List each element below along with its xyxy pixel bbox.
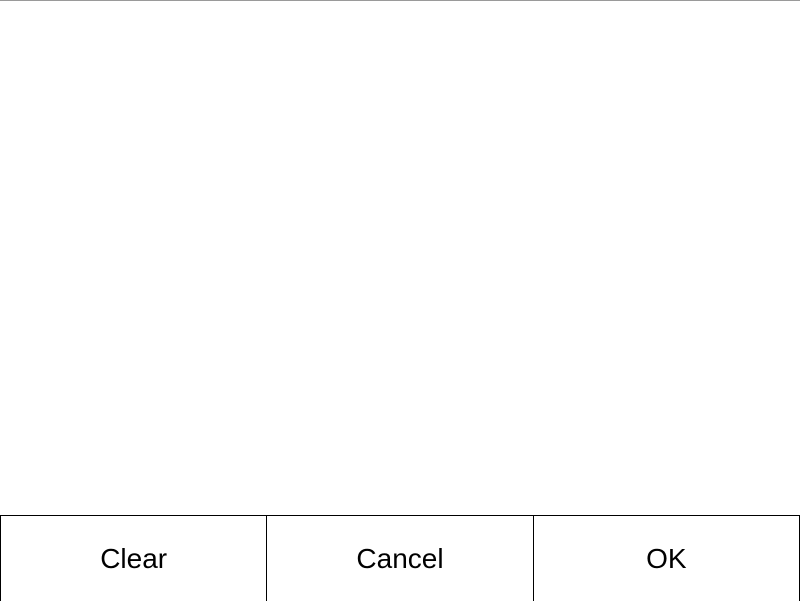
- top-divider: [0, 0, 800, 1]
- ok-button[interactable]: OK: [532, 516, 800, 601]
- clear-button[interactable]: Clear: [0, 516, 267, 601]
- drawing-canvas[interactable]: [0, 1, 800, 515]
- button-bar: Clear Cancel OK: [0, 515, 800, 601]
- cancel-button[interactable]: Cancel: [266, 516, 533, 601]
